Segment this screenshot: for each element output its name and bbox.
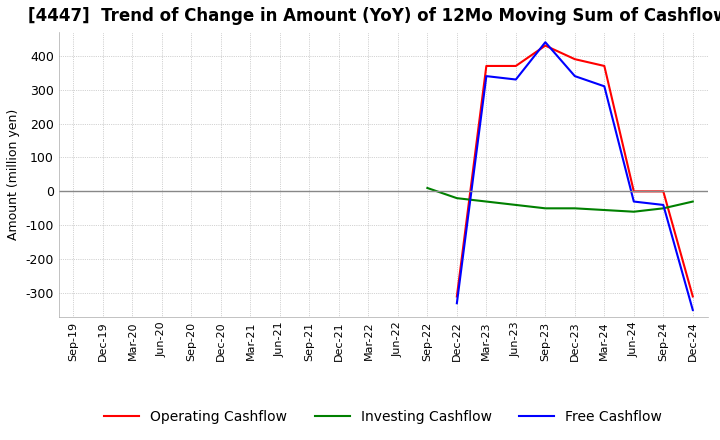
Legend: Operating Cashflow, Investing Cashflow, Free Cashflow: Operating Cashflow, Investing Cashflow, … bbox=[99, 404, 667, 429]
Line: Operating Cashflow: Operating Cashflow bbox=[457, 46, 693, 297]
Free Cashflow bbox=[688, 308, 697, 313]
Investing Cashflow bbox=[688, 199, 697, 204]
Operating Cashflow bbox=[688, 294, 697, 299]
Investing Cashflow bbox=[629, 209, 638, 214]
Free Cashflow bbox=[570, 73, 579, 79]
Free Cashflow bbox=[511, 77, 520, 82]
Line: Investing Cashflow: Investing Cashflow bbox=[428, 188, 693, 212]
Investing Cashflow bbox=[482, 199, 490, 204]
Investing Cashflow bbox=[600, 207, 608, 213]
Investing Cashflow bbox=[659, 205, 667, 211]
Investing Cashflow bbox=[570, 205, 579, 211]
Free Cashflow bbox=[482, 73, 490, 79]
Y-axis label: Amount (million yen): Amount (million yen) bbox=[7, 109, 20, 240]
Investing Cashflow bbox=[453, 195, 462, 201]
Line: Free Cashflow: Free Cashflow bbox=[457, 42, 693, 310]
Title: [4447]  Trend of Change in Amount (YoY) of 12Mo Moving Sum of Cashflows: [4447] Trend of Change in Amount (YoY) o… bbox=[28, 7, 720, 25]
Free Cashflow bbox=[541, 40, 549, 45]
Operating Cashflow bbox=[511, 63, 520, 69]
Operating Cashflow bbox=[482, 63, 490, 69]
Free Cashflow bbox=[600, 84, 608, 89]
Free Cashflow bbox=[629, 199, 638, 204]
Operating Cashflow bbox=[570, 56, 579, 62]
Investing Cashflow bbox=[541, 205, 549, 211]
Free Cashflow bbox=[453, 301, 462, 306]
Operating Cashflow bbox=[629, 189, 638, 194]
Investing Cashflow bbox=[423, 185, 432, 191]
Investing Cashflow bbox=[511, 202, 520, 208]
Operating Cashflow bbox=[453, 294, 462, 299]
Operating Cashflow bbox=[659, 189, 667, 194]
Operating Cashflow bbox=[541, 43, 549, 48]
Operating Cashflow bbox=[600, 63, 608, 69]
Free Cashflow bbox=[659, 202, 667, 208]
